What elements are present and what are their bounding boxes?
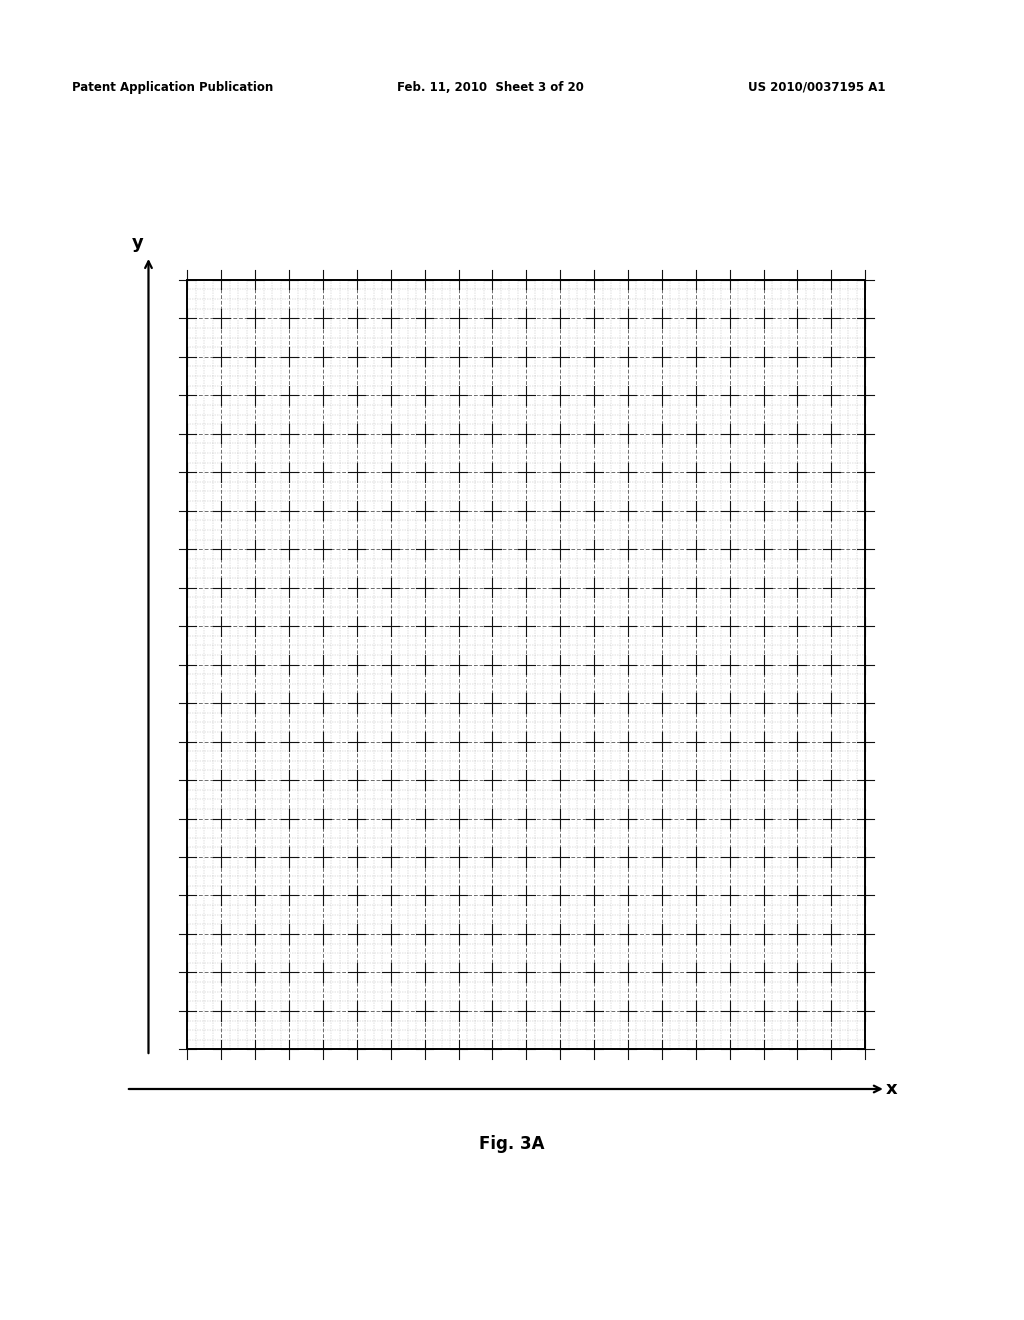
- Text: y: y: [131, 234, 143, 252]
- Text: Fig. 3A: Fig. 3A: [479, 1135, 545, 1154]
- Text: Patent Application Publication: Patent Application Publication: [72, 81, 273, 94]
- Text: Feb. 11, 2010  Sheet 3 of 20: Feb. 11, 2010 Sheet 3 of 20: [397, 81, 584, 94]
- Bar: [187, 280, 865, 1049]
- Text: US 2010/0037195 A1: US 2010/0037195 A1: [748, 81, 885, 94]
- Text: x: x: [886, 1080, 897, 1098]
